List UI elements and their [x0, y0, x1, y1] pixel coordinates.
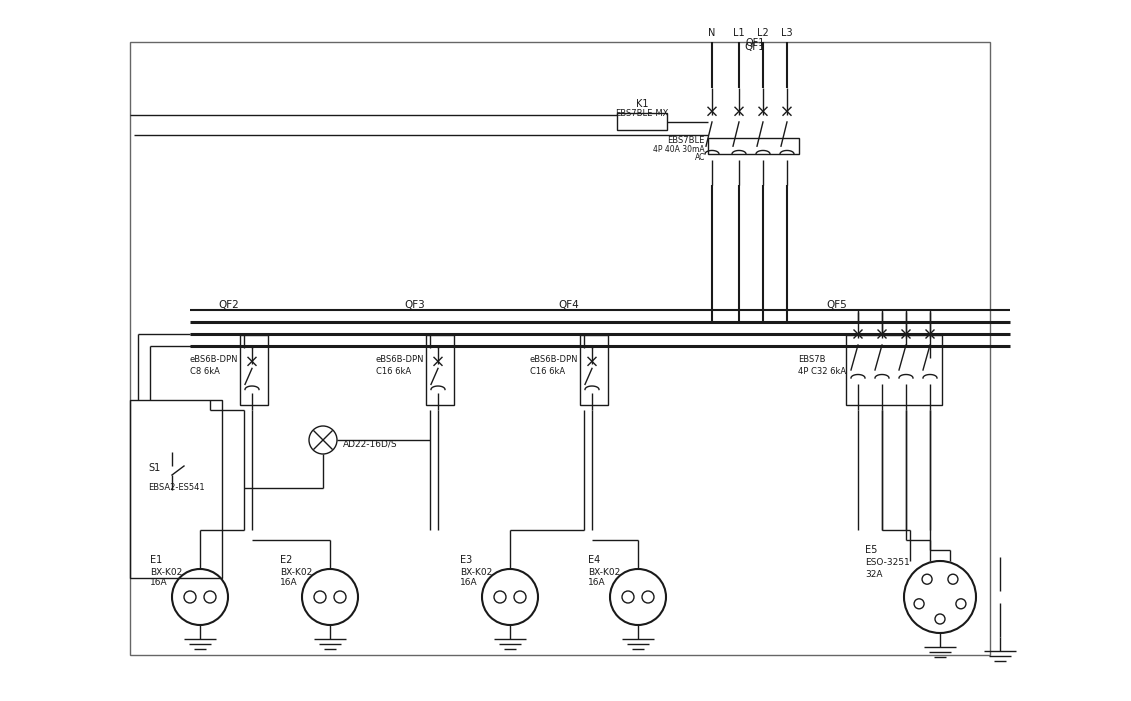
Text: eBS6B-DPN: eBS6B-DPN	[190, 355, 239, 364]
Text: EBSA2-ES541: EBSA2-ES541	[148, 483, 205, 492]
Text: C16 6kA: C16 6kA	[375, 367, 412, 376]
Text: K1: K1	[636, 99, 648, 109]
Text: L3: L3	[782, 28, 793, 38]
Bar	[240, 335, 268, 405]
Text: BX-K02: BX-K02	[150, 568, 182, 577]
Text: E3: E3	[460, 555, 473, 565]
Text: QF1: QF1	[745, 38, 765, 48]
Text: 4P 40A 30mA: 4P 40A 30mA	[654, 145, 705, 154]
Text: E4: E4	[588, 555, 601, 565]
Text: L2: L2	[757, 28, 769, 38]
Text: EBS7BLE-MX: EBS7BLE-MX	[615, 109, 668, 118]
Text: N: N	[708, 28, 716, 38]
Text: AD22-16D/S: AD22-16D/S	[343, 440, 398, 449]
Text: eBS6B-DPN: eBS6B-DPN	[530, 355, 578, 364]
Text: AC: AC	[694, 153, 705, 162]
Bar	[426, 335, 454, 405]
Bar	[708, 138, 798, 154]
Text: L1: L1	[733, 28, 745, 38]
Bar	[846, 335, 942, 405]
Text: eBS6B-DPN: eBS6B-DPN	[375, 355, 424, 364]
Text: BX-K02: BX-K02	[460, 568, 492, 577]
Text: E1: E1	[150, 555, 162, 565]
Text: 16A: 16A	[588, 578, 605, 587]
Text: E5: E5	[865, 545, 878, 555]
Text: QF2: QF2	[218, 300, 239, 310]
Text: 4P C32 6kA: 4P C32 6kA	[798, 367, 846, 376]
Bar	[130, 400, 222, 578]
Text: 32A: 32A	[865, 570, 882, 579]
Text: EBS7BLE: EBS7BLE	[667, 136, 705, 145]
Text: BX-K02: BX-K02	[588, 568, 620, 577]
Text: QF4: QF4	[558, 300, 579, 310]
Text: S1: S1	[148, 463, 161, 473]
Text: 16A: 16A	[460, 578, 477, 587]
Text: ESO-3251: ESO-3251	[865, 558, 909, 567]
Text: E2: E2	[280, 555, 293, 565]
Bar	[580, 335, 608, 405]
Text: QF3: QF3	[404, 300, 425, 310]
Text: QF1: QF1	[744, 42, 766, 52]
Text: EBS7B: EBS7B	[798, 355, 826, 364]
Text: BX-K02: BX-K02	[280, 568, 312, 577]
Bar	[130, 42, 990, 655]
Text: QF5: QF5	[826, 300, 847, 310]
Text: 16A: 16A	[150, 578, 167, 587]
Text: 16A: 16A	[280, 578, 297, 587]
Text: C16 6kA: C16 6kA	[530, 367, 566, 376]
Bar	[618, 113, 667, 130]
Text: C8 6kA: C8 6kA	[190, 367, 219, 376]
